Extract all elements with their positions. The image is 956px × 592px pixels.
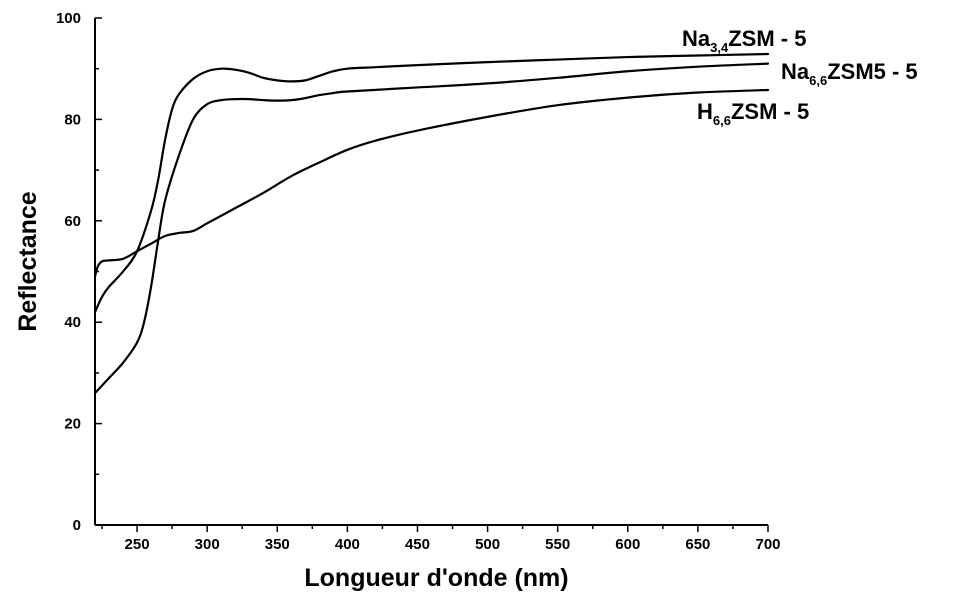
y-tick-label: 100 [56,10,81,27]
series-group [93,52,770,395]
x-tick-label: 550 [545,536,570,553]
x-tick-label: 350 [265,536,290,553]
y-tick-label: 0 [73,517,81,534]
series-line-3 [93,88,770,278]
y-tick-label: 20 [64,416,81,433]
ticks: 250 300 350 400 450 500 550 600 650 700 0 20 40 60 80 1… [56,10,781,553]
series-line-1 [93,52,770,314]
x-tick-label: 650 [685,536,710,553]
x-tick-label: 700 [755,536,780,553]
x-tick-label: 600 [615,536,640,553]
x-axis-title: Longueur d'onde (nm) [304,564,568,592]
x-tick-label: 300 [195,536,220,553]
series-line-2 [93,62,770,395]
x-tick-label: 500 [475,536,500,553]
x-tick-label: 400 [335,536,360,553]
series-label-1: Na3,4ZSM - 5 [682,26,806,55]
series-labels: Na3,4ZSM - 5 Na6,6ZSM5 - 5 H6,6ZSM - 5 [682,26,918,128]
y-tick-label: 40 [64,314,81,331]
y-axis-title: Reflectance [14,191,42,331]
y-tick-label: 60 [64,213,81,230]
x-tick-label: 250 [125,536,150,553]
y-tick-label: 80 [64,111,81,128]
series-label-3: H6,6ZSM - 5 [697,99,809,128]
series-label-2: Na6,6ZSM5 - 5 [781,59,918,88]
x-tick-label: 450 [405,536,430,553]
